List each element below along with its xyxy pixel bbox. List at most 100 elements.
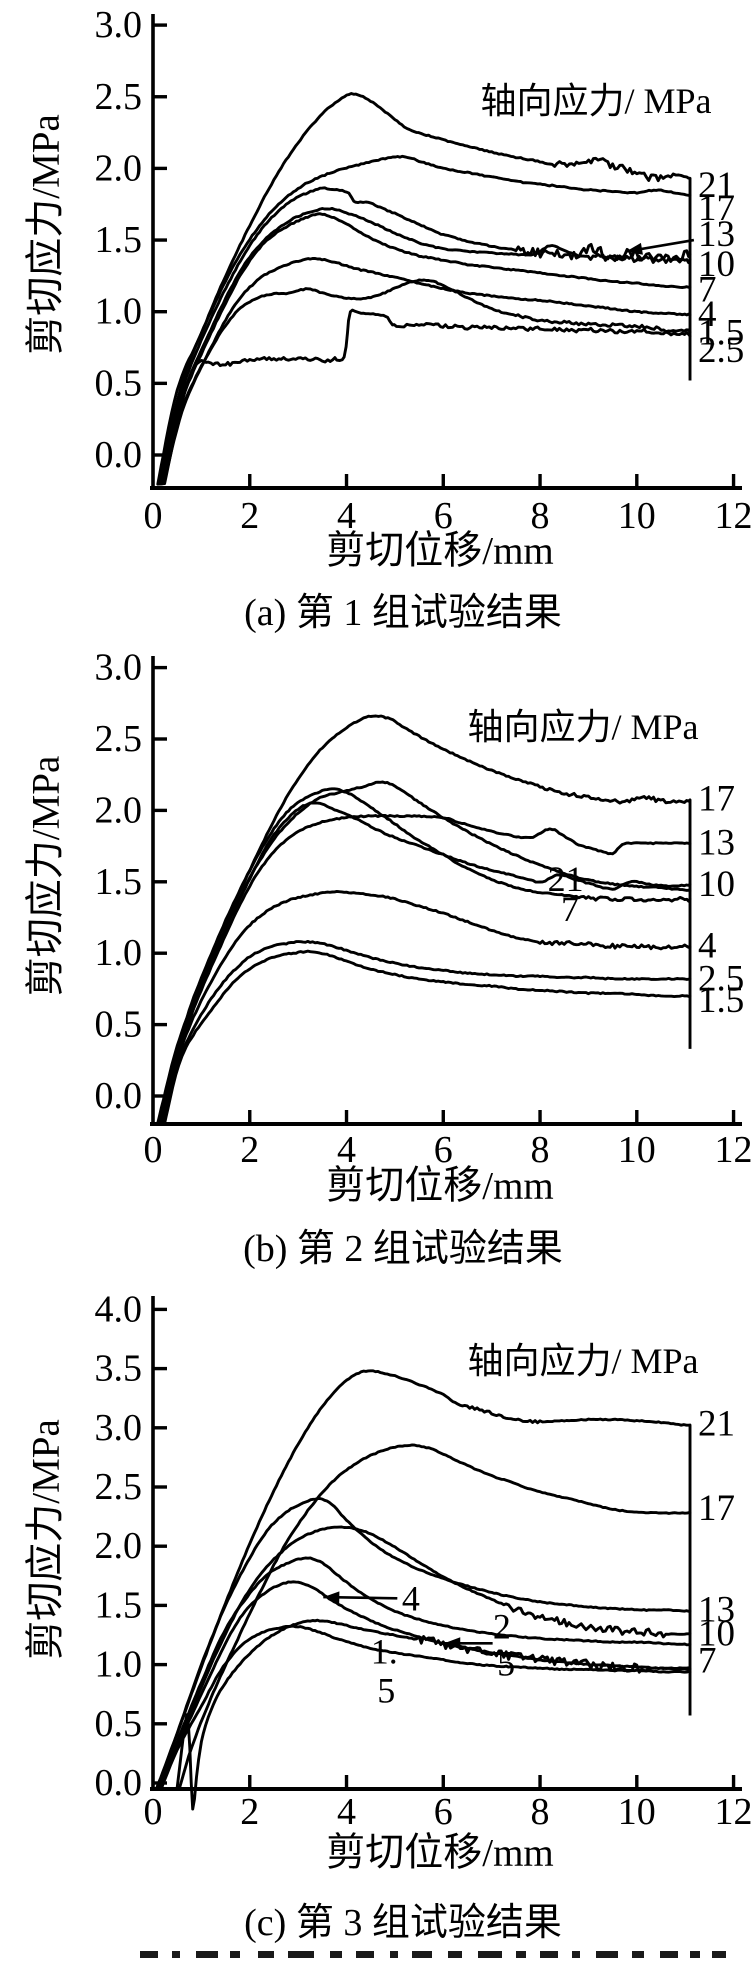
y-tick-label: 4.0 xyxy=(95,1288,143,1330)
x-axis-title: 剪切位移/mm xyxy=(326,1165,554,1208)
legend-title: 轴向应力/ MPa xyxy=(480,81,711,121)
chart-caption-b: (b) 第 2 组试验结果 xyxy=(243,1228,563,1270)
series-label-10: 10 xyxy=(698,244,735,285)
curve-1.5 xyxy=(162,278,692,486)
x-tick-label: 12 xyxy=(715,1129,753,1171)
x-tick-label: 4 xyxy=(337,1791,356,1833)
curve-21 xyxy=(155,1369,692,1790)
series-label-10: 10 xyxy=(698,1613,735,1654)
curve-21 xyxy=(156,92,692,486)
y-tick-label: 0.5 xyxy=(95,1004,143,1046)
curve-17 xyxy=(157,154,692,486)
inner-series-label: 21 xyxy=(548,859,584,899)
inner-series-label: 7 xyxy=(561,889,579,929)
series-label-2.5: 2.5 xyxy=(698,330,744,371)
y-tick-label: 2.0 xyxy=(95,147,143,189)
series-label-4: 4 xyxy=(698,294,717,335)
chart-caption-c: (c) 第 3 组试验结果 xyxy=(244,1902,562,1944)
curve-7 xyxy=(160,212,692,486)
series-label-10: 10 xyxy=(698,864,735,905)
x-tick-label: 8 xyxy=(531,495,550,537)
chart-caption-a: (a) 第 1 组试验结果 xyxy=(244,592,562,634)
x-tick-label: 0 xyxy=(144,1129,163,1171)
curve-1.5 xyxy=(160,1624,692,1790)
legend-title: 轴向应力/ MPa xyxy=(467,1341,698,1381)
y-tick-label: 2.5 xyxy=(95,1466,143,1508)
chart-c: 0.00.51.01.52.02.53.03.54.00 2 4 6 8 10 122117… xyxy=(25,1288,753,1944)
y-tick-label: 1.0 xyxy=(95,932,143,974)
y-tick-label: 1.0 xyxy=(95,291,143,333)
series-label-2.5: 2.5 xyxy=(698,958,744,999)
y-tick-label: 1.5 xyxy=(95,861,143,903)
series-label-17: 17 xyxy=(698,778,735,819)
curve-2.5 xyxy=(159,1580,692,1790)
curve-4 xyxy=(161,256,692,486)
x-tick-label: 6 xyxy=(434,1791,453,1833)
y-tick-label: 3.0 xyxy=(95,647,143,689)
x-tick-label: 4 xyxy=(337,495,356,537)
chart-a: 0.00.51.01.52.02.53.00 2 4 6 8 10 122117131074… xyxy=(25,4,753,634)
y-tick-label: 2.0 xyxy=(95,789,143,831)
x-axis-title: 剪切位移/mm xyxy=(326,530,554,573)
series-label-7: 7 xyxy=(698,1641,717,1682)
series-label-13: 13 xyxy=(698,1590,735,1631)
y-tick-label: 0.5 xyxy=(95,1703,143,1745)
x-axis-title: 剪切位移/mm xyxy=(326,1832,554,1875)
curve-7 xyxy=(175,1618,692,1811)
series-label-21: 21 xyxy=(698,165,735,206)
y-tick-label: 1.5 xyxy=(95,1584,143,1626)
x-tick-label: 10 xyxy=(618,495,656,537)
inner-series-label: 2 xyxy=(493,1607,511,1647)
series-label-1.5: 1.5 xyxy=(698,980,744,1021)
inner-series-label: 5 xyxy=(497,1643,515,1683)
y-tick-label: 2.0 xyxy=(95,1525,143,1567)
x-tick-label: 8 xyxy=(531,1129,550,1171)
x-tick-label: 12 xyxy=(715,495,753,537)
series-label-1.5: 1.5 xyxy=(698,313,744,354)
y-tick-label: 3.0 xyxy=(95,4,143,46)
curve-17 xyxy=(178,1443,692,1790)
series-label-13: 13 xyxy=(698,214,735,255)
series-label-13: 13 xyxy=(698,823,735,864)
y-tick-label: 2.5 xyxy=(95,76,143,118)
curve-13 xyxy=(156,1497,692,1789)
label-arrow-2.5 xyxy=(444,1637,493,1650)
x-tick-label: 0 xyxy=(144,1791,163,1833)
series-label-21: 21 xyxy=(698,1404,735,1445)
x-tick-label: 0 xyxy=(144,495,163,537)
y-tick-label: 0.0 xyxy=(95,1762,143,1804)
x-tick-label: 10 xyxy=(618,1129,656,1171)
x-tick-label: 6 xyxy=(434,1129,453,1171)
series-label-17: 17 xyxy=(698,188,735,229)
y-axis-title: 剪切应力/MPa xyxy=(25,114,68,355)
cropped-text-remnant xyxy=(140,1951,726,1958)
curve-21 xyxy=(157,780,692,1126)
x-tick-label: 2 xyxy=(240,495,259,537)
curve-4 xyxy=(161,889,692,1125)
curve-7 xyxy=(158,787,692,1126)
x-tick-label: 6 xyxy=(434,495,453,537)
inner-series-label: 5 xyxy=(377,1671,395,1711)
y-tick-label: 0.0 xyxy=(95,1075,143,1117)
x-tick-label: 2 xyxy=(240,1129,259,1171)
x-tick-label: 2 xyxy=(240,1791,259,1833)
label-arrow-13 xyxy=(625,238,695,255)
y-tick-label: 3.5 xyxy=(95,1348,143,1390)
legend-title: 轴向应力/ MPa xyxy=(467,707,698,747)
curve-13 xyxy=(158,186,692,486)
y-tick-label: 1.0 xyxy=(95,1644,143,1686)
x-tick-label: 4 xyxy=(337,1129,356,1171)
y-tick-label: 3.0 xyxy=(95,1407,143,1449)
y-axis-title: 剪切应力/MPa xyxy=(25,756,68,997)
chart-b: 0.00.51.01.52.02.53.00 2 4 6 8 10 1217131042.5… xyxy=(25,647,753,1270)
y-tick-label: 1.5 xyxy=(95,219,143,261)
y-tick-label: 0.0 xyxy=(95,434,143,476)
x-tick-label: 8 xyxy=(531,1791,550,1833)
curve-2.5 xyxy=(162,939,692,1125)
curve-4 xyxy=(158,1556,692,1789)
curve-2.5 xyxy=(163,308,692,486)
curve-10 xyxy=(159,206,692,486)
curve-13 xyxy=(159,814,692,1125)
